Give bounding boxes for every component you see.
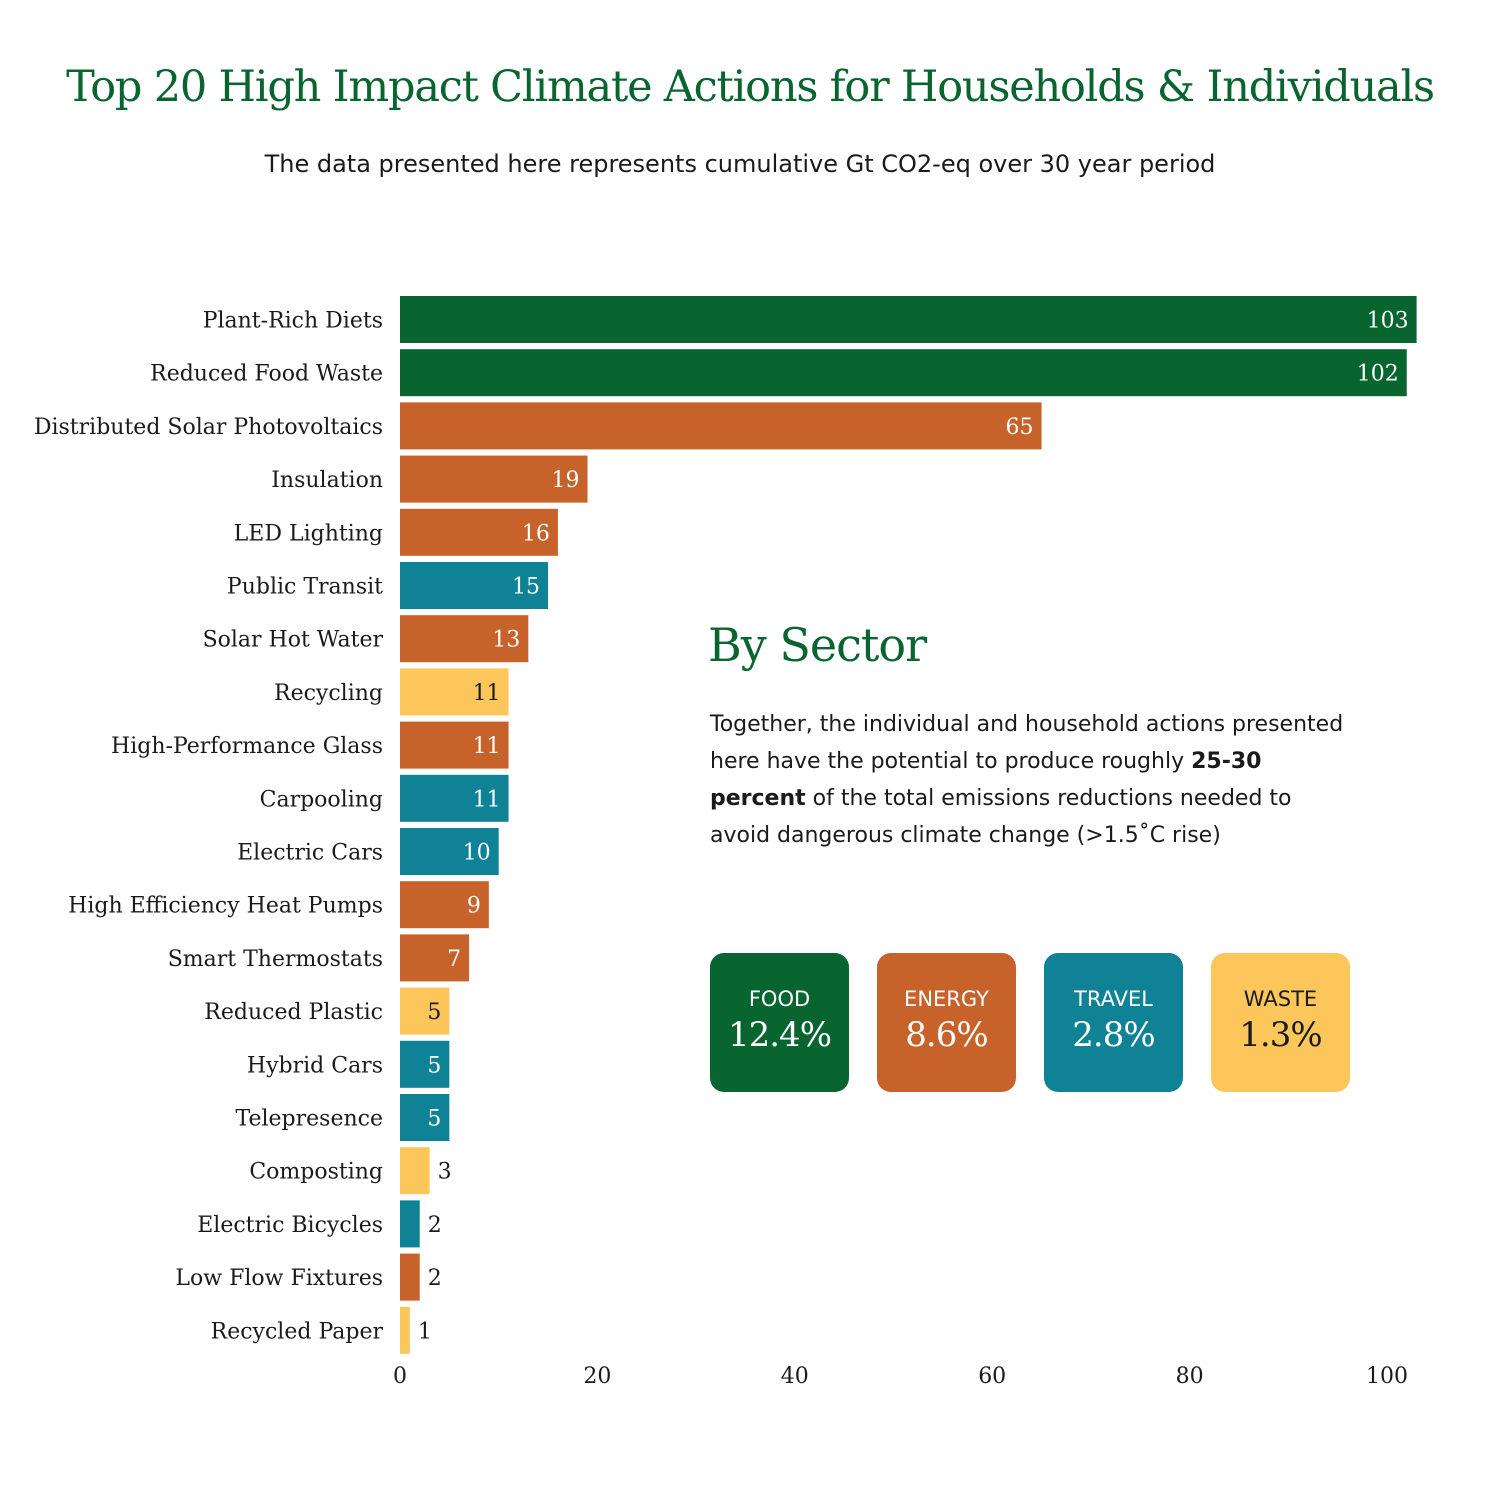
bar bbox=[400, 1306, 410, 1354]
data-label: 5 bbox=[427, 1107, 441, 1132]
sector-card-waste: WASTE 1.3% bbox=[1211, 953, 1350, 1092]
data-label: 9 bbox=[467, 894, 481, 919]
x-tick-label: 20 bbox=[583, 1364, 611, 1389]
category-label: Insulation bbox=[271, 468, 383, 493]
category-label: Public Transit bbox=[227, 575, 383, 600]
sector-card-percent: 12.4% bbox=[727, 1015, 832, 1055]
x-tick-label: 60 bbox=[978, 1364, 1006, 1389]
category-label: Electric Bicycles bbox=[197, 1213, 383, 1238]
bar bbox=[400, 402, 1042, 450]
sector-card-name: FOOD bbox=[748, 987, 811, 1011]
category-label: Recycled Paper bbox=[211, 1319, 384, 1344]
bar bbox=[400, 881, 489, 929]
category-label: LED Lighting bbox=[234, 521, 383, 546]
sector-card-energy: ENERGY 8.6% bbox=[877, 953, 1016, 1092]
bar bbox=[400, 349, 1407, 397]
bar bbox=[400, 828, 499, 875]
sector-card-name: TRAVEL bbox=[1074, 987, 1153, 1011]
bar bbox=[400, 562, 549, 609]
data-label: 11 bbox=[473, 734, 501, 759]
bar bbox=[400, 668, 509, 716]
sector-description: Together, the individual and household a… bbox=[710, 706, 1350, 854]
data-label: 65 bbox=[1006, 415, 1034, 440]
category-label: Reduced Plastic bbox=[204, 1000, 383, 1025]
sector-card-name: ENERGY bbox=[904, 987, 989, 1011]
bar bbox=[400, 1253, 420, 1301]
sector-card-food: FOOD 12.4% bbox=[710, 953, 849, 1092]
bar bbox=[400, 455, 588, 503]
sector-card-percent: 2.8% bbox=[1072, 1015, 1155, 1055]
sector-text-before: Together, the individual and household a… bbox=[710, 712, 1344, 774]
category-label: Distributed Solar Photovoltaics bbox=[34, 415, 383, 440]
data-label: 3 bbox=[438, 1160, 452, 1185]
category-label: Smart Thermostats bbox=[168, 947, 383, 972]
sector-card-name: WASTE bbox=[1243, 987, 1318, 1011]
category-label: Reduced Food Waste bbox=[150, 362, 383, 387]
category-label: Solar Hot Water bbox=[203, 628, 384, 653]
data-label: 19 bbox=[552, 468, 580, 493]
bar bbox=[400, 508, 558, 556]
data-label: 10 bbox=[463, 841, 491, 866]
sector-card-percent: 1.3% bbox=[1239, 1015, 1322, 1055]
chart-title: Top 20 High Impact Climate Actions for H… bbox=[66, 62, 1435, 112]
category-label: Carpooling bbox=[260, 787, 383, 812]
sector-card-percent: 8.6% bbox=[905, 1015, 988, 1055]
sector-heading: By Sector bbox=[708, 618, 927, 672]
data-label: 1 bbox=[418, 1319, 432, 1344]
category-label: Hybrid Cars bbox=[247, 1053, 383, 1078]
bar bbox=[400, 1200, 420, 1248]
data-label: 103 bbox=[1367, 309, 1409, 334]
data-label: 5 bbox=[427, 1000, 441, 1025]
chart-subtitle: The data presented here represents cumul… bbox=[264, 150, 1216, 178]
category-label: Plant-Rich Diets bbox=[203, 309, 383, 334]
x-tick-label: 0 bbox=[393, 1364, 407, 1389]
data-label: 102 bbox=[1357, 362, 1399, 387]
x-tick-label: 80 bbox=[1176, 1364, 1204, 1389]
bar bbox=[400, 934, 470, 982]
sector-text-after: of the total emissions reductions needed… bbox=[710, 786, 1292, 848]
category-label: Low Flow Fixtures bbox=[175, 1266, 383, 1291]
category-label: Recycling bbox=[274, 681, 383, 706]
bar bbox=[400, 774, 509, 822]
x-tick-label: 100 bbox=[1366, 1364, 1408, 1389]
data-label: 2 bbox=[428, 1213, 442, 1238]
bar bbox=[400, 1147, 430, 1195]
sector-text-bold: 25-30 percent bbox=[710, 749, 1262, 811]
bar bbox=[400, 721, 509, 769]
data-label: 2 bbox=[428, 1266, 442, 1291]
data-label: 16 bbox=[522, 521, 550, 546]
category-label: Electric Cars bbox=[237, 841, 383, 866]
category-label: High Efficiency Heat Pumps bbox=[68, 894, 383, 919]
bar bbox=[400, 1094, 450, 1141]
data-label: 11 bbox=[473, 787, 501, 812]
category-label: High-Performance Glass bbox=[111, 734, 383, 759]
x-tick-label: 40 bbox=[781, 1364, 809, 1389]
sector-card-travel: TRAVEL 2.8% bbox=[1044, 953, 1183, 1092]
bar bbox=[400, 987, 450, 1035]
bar bbox=[400, 296, 1417, 343]
data-label: 5 bbox=[427, 1053, 441, 1078]
data-label: 15 bbox=[512, 575, 540, 600]
bar bbox=[400, 1040, 450, 1088]
category-label: Composting bbox=[249, 1160, 383, 1185]
bar bbox=[400, 615, 529, 663]
category-label: Telepresence bbox=[236, 1107, 383, 1132]
data-label: 13 bbox=[492, 628, 520, 653]
data-label: 11 bbox=[473, 681, 501, 706]
data-label: 7 bbox=[447, 947, 461, 972]
